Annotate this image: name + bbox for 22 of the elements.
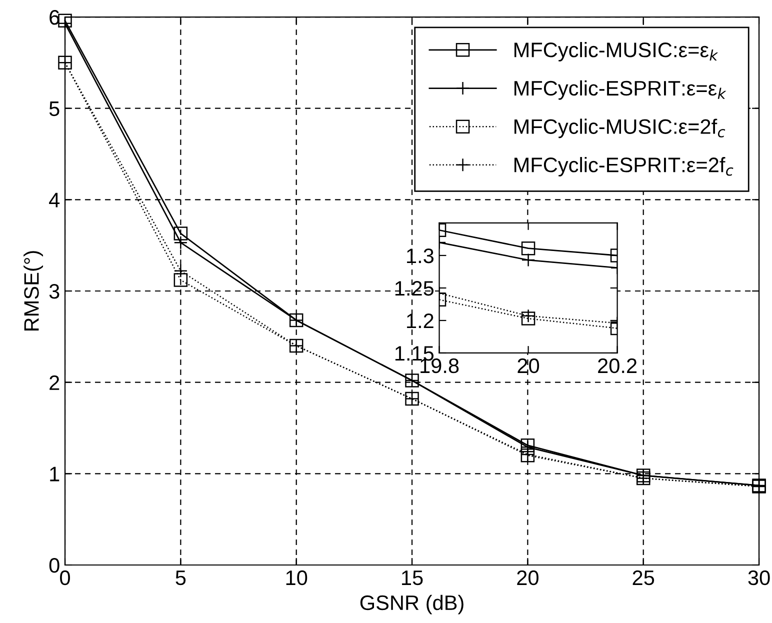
x-tick-label: 25 xyxy=(632,570,654,586)
y-tick-label: 1.25 xyxy=(395,280,434,296)
x-tick-label: 5 xyxy=(176,570,186,586)
y-tick-label: 1 xyxy=(50,466,60,482)
x-tick-label: 30 xyxy=(748,570,770,586)
y-tick-label: 5 xyxy=(49,102,60,116)
legend-label: MFCyclic-MUSIC:ε=ε$_{k}$ xyxy=(514,42,718,62)
legend-label: MFCyclic-MUSIC:ε=2f$_{c}$ xyxy=(514,118,726,138)
legend-label: MFCyclic-ESPRIT:ε=ε$_{k}$ xyxy=(514,80,726,100)
y-tick-label: 0 xyxy=(49,558,60,573)
y-axis-title: RMSE(°) xyxy=(24,251,43,330)
y-tick-label: 2 xyxy=(50,375,60,390)
y-tick-label: 3 xyxy=(49,284,60,299)
x-tick-label: 20 xyxy=(517,570,538,586)
y-tick-label: 4 xyxy=(49,192,60,208)
x-tick-label: 10 xyxy=(286,570,308,586)
x-tick-label: 20 xyxy=(518,358,540,374)
x-tick-label: 15 xyxy=(402,570,423,586)
legend-label: MFCyclic-ESPRIT:ε=2f$_{c}$ xyxy=(514,157,734,176)
x-tick-label: 0 xyxy=(60,570,70,586)
x-axis-title: GSNR (dB) xyxy=(360,594,464,614)
x-tick-label: 20.2 xyxy=(598,358,637,374)
